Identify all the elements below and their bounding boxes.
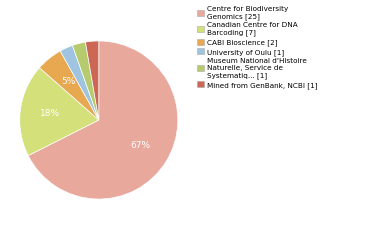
- Wedge shape: [73, 42, 99, 120]
- Wedge shape: [60, 45, 99, 120]
- Text: 67%: 67%: [130, 141, 150, 150]
- Text: 18%: 18%: [40, 109, 60, 118]
- Text: 5%: 5%: [61, 77, 75, 86]
- Wedge shape: [40, 51, 99, 120]
- Legend: Centre for Biodiversity
Genomics [25], Canadian Centre for DNA
Barcoding [7], CA: Centre for Biodiversity Genomics [25], C…: [198, 6, 317, 89]
- Wedge shape: [20, 68, 99, 156]
- Wedge shape: [86, 41, 99, 120]
- Wedge shape: [28, 41, 178, 199]
